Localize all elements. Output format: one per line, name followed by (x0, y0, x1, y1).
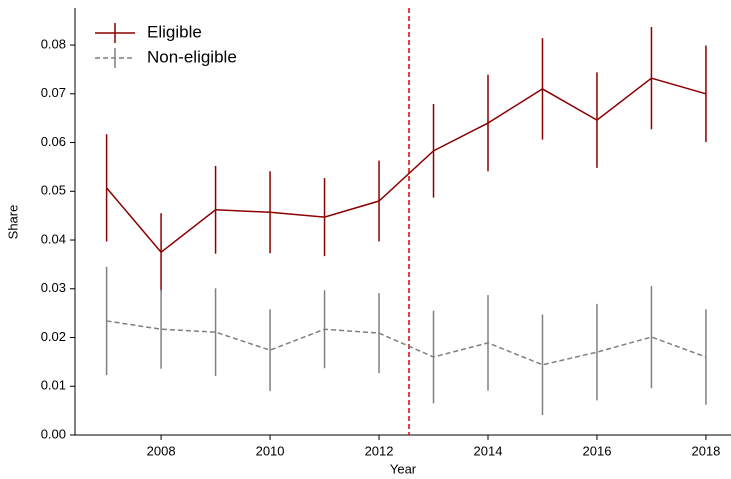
y-tick-label: 0.08 (41, 36, 66, 51)
x-tick-label: 2018 (691, 443, 720, 458)
y-tick-label: 0.07 (41, 85, 66, 100)
x-tick-label: 2012 (365, 443, 394, 458)
x-tick-label: 2014 (474, 443, 503, 458)
y-tick-label: 0.04 (41, 231, 66, 246)
y-tick-label: 0.02 (41, 329, 66, 344)
series-line (106, 77, 707, 254)
x-tick-label: 2008 (147, 443, 176, 458)
y-tick-label: 0.05 (41, 183, 66, 198)
y-tick-label: 0.06 (41, 134, 66, 149)
series-line (106, 320, 707, 366)
x-tick-label: 2010 (256, 443, 285, 458)
y-tick-label: 0.03 (41, 280, 66, 295)
y-axis-label: Share (5, 205, 20, 240)
y-tick-label: 0.01 (41, 378, 66, 393)
x-axis-label: Year (390, 461, 417, 476)
legend-label: Eligible (147, 22, 202, 41)
legend-label: Non-eligible (147, 47, 237, 66)
y-tick-label: 0.00 (41, 426, 66, 441)
x-tick-label: 2016 (583, 443, 612, 458)
